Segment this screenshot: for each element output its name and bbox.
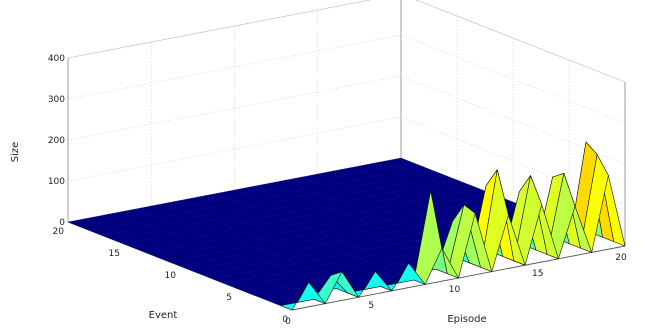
y-tick-label: 15 (109, 249, 120, 259)
x-tick-label: 20 (615, 253, 627, 263)
grid-line (67, 116, 402, 182)
x-tick-label: 15 (532, 269, 543, 279)
z-tick-label: 100 (48, 177, 65, 187)
y-tick-label: 20 (53, 227, 65, 237)
x-axis-label: Episode (447, 314, 486, 325)
y-tick-label: 5 (226, 293, 232, 303)
z-tick-label: 300 (48, 95, 65, 105)
grid-line (400, 75, 626, 165)
y-tick-label: 0 (282, 315, 288, 325)
grid-line (67, 75, 402, 141)
y-axis-label: Event (149, 310, 178, 321)
x-tick-label: 0 (285, 317, 291, 326)
z-axis-label: Size (10, 142, 21, 163)
surface-patch (280, 281, 309, 311)
axis-line (67, 0, 372, 59)
grid-line (400, 116, 626, 206)
y-tick-label: 10 (165, 271, 177, 281)
x-tick-label: 5 (368, 301, 374, 311)
surface-layer (67, 141, 626, 311)
z-tick-label: 200 (48, 136, 65, 146)
grid-line (67, 0, 372, 59)
grid-line (67, 34, 402, 100)
x-tick-label: 10 (449, 285, 461, 295)
axis-line (415, 0, 626, 83)
z-tick-label: 0 (59, 218, 65, 228)
z-tick-label: 400 (48, 54, 65, 64)
